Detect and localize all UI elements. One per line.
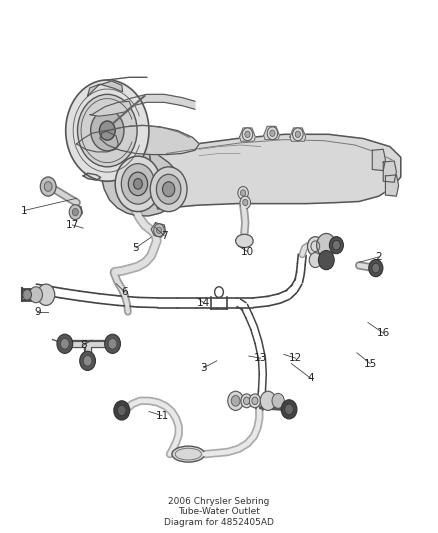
- Polygon shape: [77, 131, 118, 152]
- Polygon shape: [102, 149, 182, 216]
- Text: 13: 13: [254, 353, 267, 363]
- Circle shape: [260, 391, 276, 410]
- Ellipse shape: [236, 235, 253, 248]
- Circle shape: [44, 182, 52, 191]
- Polygon shape: [290, 128, 306, 141]
- Circle shape: [23, 289, 32, 300]
- Polygon shape: [385, 175, 399, 196]
- Polygon shape: [116, 94, 195, 112]
- Circle shape: [240, 190, 246, 196]
- Circle shape: [285, 404, 293, 415]
- Circle shape: [115, 156, 161, 212]
- Circle shape: [114, 401, 130, 420]
- Circle shape: [80, 351, 95, 370]
- Text: 6: 6: [121, 287, 128, 297]
- Circle shape: [249, 394, 261, 408]
- Circle shape: [78, 94, 137, 167]
- Circle shape: [242, 128, 253, 141]
- Circle shape: [128, 172, 148, 196]
- Text: 3: 3: [200, 363, 207, 373]
- Circle shape: [270, 130, 275, 136]
- Circle shape: [241, 394, 252, 408]
- Text: 7: 7: [161, 231, 168, 240]
- Circle shape: [243, 199, 248, 206]
- Polygon shape: [264, 126, 279, 140]
- Polygon shape: [151, 223, 166, 237]
- Circle shape: [83, 356, 92, 366]
- Circle shape: [369, 260, 383, 277]
- Text: 9: 9: [34, 307, 41, 317]
- Circle shape: [293, 128, 303, 141]
- Polygon shape: [100, 125, 199, 155]
- Circle shape: [37, 284, 55, 305]
- Text: 16: 16: [377, 328, 390, 338]
- Circle shape: [60, 338, 69, 349]
- Text: 17: 17: [66, 220, 79, 230]
- Circle shape: [156, 227, 162, 233]
- Circle shape: [66, 80, 149, 181]
- Circle shape: [240, 196, 251, 209]
- Polygon shape: [372, 149, 385, 171]
- Text: 1: 1: [21, 206, 28, 215]
- Polygon shape: [90, 101, 131, 116]
- Polygon shape: [83, 173, 101, 180]
- Circle shape: [29, 287, 42, 303]
- Text: 15: 15: [364, 359, 377, 368]
- Text: 5: 5: [132, 243, 139, 253]
- Circle shape: [72, 208, 78, 216]
- Circle shape: [295, 131, 300, 138]
- Circle shape: [332, 240, 340, 250]
- Text: 10: 10: [241, 247, 254, 256]
- Text: 12: 12: [289, 353, 302, 363]
- Circle shape: [318, 251, 334, 270]
- Circle shape: [329, 237, 343, 254]
- Circle shape: [117, 405, 126, 416]
- Circle shape: [134, 179, 142, 189]
- Circle shape: [238, 187, 248, 199]
- Circle shape: [99, 121, 115, 140]
- Circle shape: [231, 395, 240, 406]
- Circle shape: [281, 400, 297, 419]
- Circle shape: [40, 177, 56, 196]
- Text: 8: 8: [80, 341, 87, 350]
- Circle shape: [105, 334, 120, 353]
- Circle shape: [244, 397, 250, 405]
- Polygon shape: [88, 81, 123, 96]
- Circle shape: [372, 263, 380, 273]
- Circle shape: [57, 334, 73, 353]
- Text: 4: 4: [307, 374, 314, 383]
- Circle shape: [245, 131, 250, 138]
- Text: 11: 11: [155, 411, 169, 421]
- Circle shape: [156, 174, 181, 204]
- Circle shape: [154, 224, 164, 237]
- Polygon shape: [71, 205, 82, 217]
- Ellipse shape: [172, 446, 205, 462]
- Circle shape: [121, 164, 155, 204]
- Circle shape: [272, 393, 284, 408]
- Circle shape: [162, 182, 175, 197]
- Circle shape: [108, 338, 117, 349]
- Circle shape: [317, 233, 336, 257]
- Circle shape: [267, 127, 278, 140]
- Text: 14: 14: [197, 298, 210, 308]
- Polygon shape: [383, 161, 396, 182]
- Circle shape: [307, 237, 323, 256]
- Text: 2006 Chrysler Sebring
Tube-Water Outlet
Diagram for 4852405AD: 2006 Chrysler Sebring Tube-Water Outlet …: [164, 497, 274, 527]
- Circle shape: [252, 397, 258, 405]
- Circle shape: [309, 253, 321, 268]
- Circle shape: [150, 167, 187, 212]
- Circle shape: [69, 205, 81, 220]
- Circle shape: [91, 110, 124, 151]
- Polygon shape: [149, 134, 401, 209]
- Circle shape: [228, 391, 244, 410]
- Text: 2: 2: [375, 252, 382, 262]
- Polygon shape: [240, 128, 255, 141]
